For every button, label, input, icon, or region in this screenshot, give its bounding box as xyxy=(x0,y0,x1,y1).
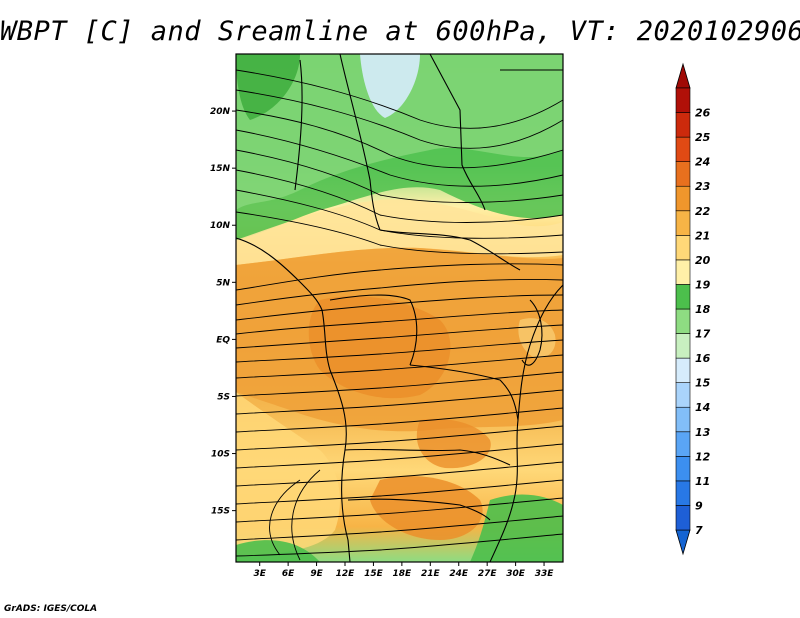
colorbar-label: 22 xyxy=(695,205,711,218)
colorbar-label: 19 xyxy=(695,278,711,291)
lat-tick-label: EQ xyxy=(216,335,230,345)
colorbar-swatch xyxy=(675,382,691,408)
colorbar-label: 18 xyxy=(695,303,711,316)
colorbar-max-arrow xyxy=(675,62,691,89)
colorbar-swatch xyxy=(675,284,691,310)
colorbar-label: 9 xyxy=(695,499,703,512)
lon-tick-label: 27E xyxy=(478,569,498,579)
colorbar-swatch xyxy=(675,505,691,531)
colorbar-label: 16 xyxy=(695,352,711,365)
credit-label: GrADS: IGES/COLA xyxy=(4,604,98,614)
colorbar-label: 7 xyxy=(695,524,703,537)
lat-tick-label: 10S xyxy=(211,450,230,460)
lon-tick-label: 18E xyxy=(393,569,413,579)
colorbar-label: 24 xyxy=(695,156,710,169)
country-borders xyxy=(236,54,563,562)
lat-tick-label: 20N xyxy=(210,107,231,117)
latitude-axis: 20N 15N 10N 5N EQ 5S 10S 15S xyxy=(210,107,236,517)
lon-tick-label: 9E xyxy=(310,569,323,579)
colorbar-swatch xyxy=(675,308,691,334)
colorbar-label: 26 xyxy=(695,107,711,120)
lat-tick-label: 5N xyxy=(216,278,230,288)
chart-title: WBPT [C] and Sreamline at 600hPa, VT: 20… xyxy=(0,16,800,47)
colorbar-swatch xyxy=(675,456,691,482)
colorbar-label: 21 xyxy=(695,229,710,242)
colorbar-label: 13 xyxy=(695,426,711,439)
colorbar-label: 23 xyxy=(695,180,711,193)
lon-tick-label: 15E xyxy=(364,569,384,579)
colorbar-label: 11 xyxy=(695,475,710,488)
lon-tick-label: 6E xyxy=(282,569,295,579)
colorbar-swatch xyxy=(675,333,691,359)
colorbar-swatch xyxy=(675,480,691,506)
colorbar: 7 9 11 12 13 14 15 16 17 18 19 20 21 22 23 24 25 26 xyxy=(675,62,711,556)
map-frame xyxy=(235,53,564,563)
lon-tick-label: 12E xyxy=(336,569,356,579)
colorbar-swatch xyxy=(675,406,691,433)
lon-tick-label: 33E xyxy=(535,569,555,579)
lon-tick-label: 3E xyxy=(253,569,266,579)
lat-tick-label: 15S xyxy=(211,507,230,517)
colorbar-swatch xyxy=(675,185,691,212)
lat-tick-label: 5S xyxy=(217,392,230,402)
colorbar-label: 14 xyxy=(695,401,710,414)
lon-tick-label: 30E xyxy=(506,569,526,579)
colorbar-swatch xyxy=(675,161,691,187)
colorbar-swatch xyxy=(675,112,691,138)
longitude-axis: 3E 6E 9E 12E 15E 18E 21E 24E 27E 30E 33E xyxy=(253,562,554,579)
colorbar-swatch xyxy=(675,357,691,383)
colorbar-label: 15 xyxy=(695,377,711,390)
colorbar-label: 17 xyxy=(695,328,711,341)
wbpt-field xyxy=(236,54,563,562)
colorbar-min-arrow xyxy=(675,529,691,556)
colorbar-label: 20 xyxy=(695,254,711,267)
colorbar-swatch xyxy=(675,431,691,457)
lon-tick-label: 24E xyxy=(449,569,469,579)
colorbar-label: 25 xyxy=(695,131,711,144)
colorbar-label: 12 xyxy=(695,450,711,463)
colorbar-swatch xyxy=(675,136,691,162)
lon-tick-label: 21E xyxy=(421,569,441,579)
colorbar-swatch xyxy=(675,259,691,285)
lat-tick-label: 10N xyxy=(210,221,231,231)
lat-tick-label: 15N xyxy=(210,164,231,174)
colorbar-swatch xyxy=(675,235,691,261)
colorbar-swatch xyxy=(675,210,691,236)
colorbar-swatch xyxy=(675,87,691,113)
